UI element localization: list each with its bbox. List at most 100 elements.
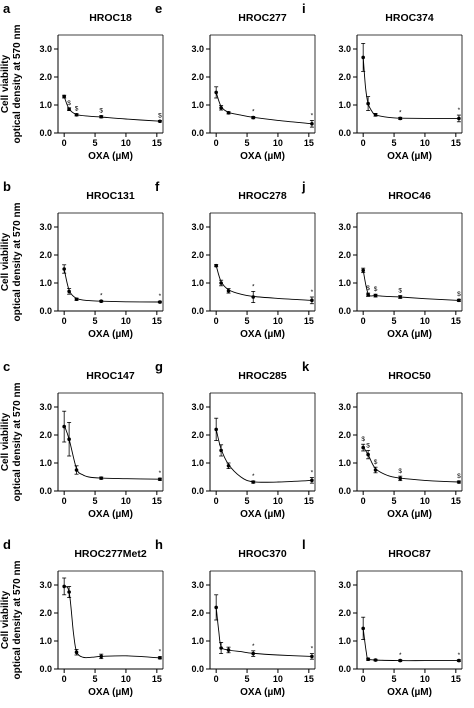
x-tick-label: 10 <box>420 674 430 684</box>
x-tick-label: 5 <box>245 674 250 684</box>
x-tick-label: 15 <box>152 138 162 148</box>
panel-title: HROC18 <box>89 12 132 24</box>
x-tick-label: 0 <box>214 138 219 148</box>
x-axis-label: OXA (µM) <box>387 329 432 340</box>
x-tick-label: 10 <box>420 316 430 326</box>
y-tick-label: 0.0 <box>338 128 351 138</box>
x-tick-label: 0 <box>62 138 67 148</box>
panel-g: g HROC285 0.0 1.0 2.0 3.0 0 5 10 15 OXA (µM) * * <box>155 359 316 520</box>
significance-mark: * <box>252 108 255 115</box>
data-point <box>226 289 231 293</box>
y-axis-label: optical density at 570 nm <box>12 24 23 143</box>
data-point <box>158 656 162 660</box>
fit-curve <box>215 92 312 125</box>
y-tick-label: 2.0 <box>338 608 351 618</box>
x-tick-label: 10 <box>121 496 131 506</box>
fit-curve <box>215 607 312 657</box>
y-tick-label: 1.0 <box>338 100 351 110</box>
y-tick-label: 0.0 <box>338 664 351 674</box>
y-tick-label: 3.0 <box>191 402 204 412</box>
data-point <box>398 295 403 299</box>
y-tick-label: 3.0 <box>338 222 351 232</box>
panel-e: e HROC277 0.0 1.0 2.0 3.0 0 5 10 15 OXA (µM) * * <box>155 1 316 162</box>
data-point <box>226 111 231 115</box>
panel-letter: e <box>155 1 162 16</box>
panel-title: HROC46 <box>388 190 431 202</box>
fit-curve <box>362 446 459 483</box>
panel-letter: a <box>3 1 11 16</box>
x-axis-label: OXA (µM) <box>240 329 285 340</box>
significance-mark: $ <box>75 106 79 113</box>
x-axis-label: OXA (µM) <box>240 151 285 162</box>
y-tick-label: 3.0 <box>338 580 351 590</box>
data-point <box>214 263 218 268</box>
x-tick-label: 0 <box>214 674 219 684</box>
data-point <box>219 106 223 110</box>
x-tick-label: 15 <box>304 496 314 506</box>
fit-curve <box>63 585 160 659</box>
data-point <box>74 113 79 117</box>
data-point <box>74 650 79 654</box>
x-tick-label: 5 <box>93 496 98 506</box>
significance-mark: * <box>399 652 402 659</box>
x-axis-label: OXA (µM) <box>88 687 133 698</box>
x-tick-label: 5 <box>93 138 98 148</box>
panel-f: f HROC278 0.0 1.0 2.0 3.0 0 5 10 15 OXA (µM) * * <box>155 179 316 340</box>
x-tick-label: 10 <box>121 316 131 326</box>
fit-curve <box>63 268 160 303</box>
data-point <box>310 478 314 483</box>
panel-title: HROC278 <box>238 190 287 202</box>
x-tick-label: 15 <box>152 316 162 326</box>
data-point <box>219 448 223 453</box>
data-point <box>219 281 223 285</box>
data-point <box>310 298 314 303</box>
y-tick-label: 0.0 <box>39 664 52 674</box>
y-tick-label: 0.0 <box>191 306 204 316</box>
x-tick-label: 0 <box>361 138 366 148</box>
x-axis-label: OXA (µM) <box>88 329 133 340</box>
y-tick-label: 3.0 <box>39 580 52 590</box>
significance-mark: * <box>159 293 162 300</box>
x-tick-label: 15 <box>152 674 162 684</box>
x-tick-label: 10 <box>420 496 430 506</box>
panel-j: j HROC46 0.0 1.0 2.0 3.0 0 5 10 15 OXA (µM) $ $ $ $ <box>301 179 463 340</box>
significance-mark: $ <box>457 473 461 480</box>
x-axis-label: OXA (µM) <box>240 687 285 698</box>
y-tick-label: 2.0 <box>39 608 52 618</box>
data-point <box>99 299 104 304</box>
data-point <box>373 468 378 472</box>
significance-mark: $ <box>366 285 370 292</box>
x-tick-label: 0 <box>62 316 67 326</box>
y-axis-label: optical density at 570 nm <box>12 382 23 501</box>
x-tick-label: 0 <box>361 674 366 684</box>
x-tick-label: 5 <box>392 674 397 684</box>
data-point <box>251 651 256 656</box>
panel-letter: c <box>3 359 10 374</box>
significance-mark: $ <box>398 288 402 295</box>
fit-curve <box>215 265 312 301</box>
significance-mark: $ <box>374 459 378 466</box>
y-axis-label: Cell viability <box>0 590 11 649</box>
significance-mark: $ <box>366 442 370 449</box>
x-tick-label: 10 <box>273 674 283 684</box>
y-tick-label: 2.0 <box>191 250 204 260</box>
y-tick-label: 0.0 <box>191 664 204 674</box>
data-point <box>398 116 403 121</box>
x-tick-label: 15 <box>304 316 314 326</box>
x-tick-label: 15 <box>451 316 461 326</box>
x-axis-label: OXA (µM) <box>387 687 432 698</box>
data-point <box>251 480 256 484</box>
fit-curve <box>362 57 459 119</box>
data-point <box>158 300 162 304</box>
x-tick-label: 15 <box>451 674 461 684</box>
fit-curve <box>63 96 160 122</box>
x-tick-label: 5 <box>392 138 397 148</box>
panel-title: HROC87 <box>388 548 431 560</box>
y-tick-label: 1.0 <box>191 636 204 646</box>
x-tick-label: 15 <box>304 138 314 148</box>
data-point <box>361 445 365 450</box>
y-tick-label: 2.0 <box>191 608 204 618</box>
panel-title: HROC374 <box>385 12 434 24</box>
significance-mark: * <box>399 109 402 116</box>
